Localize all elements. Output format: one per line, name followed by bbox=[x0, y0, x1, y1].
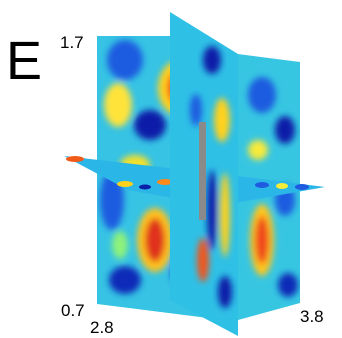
x-axis-left-label: 2.8 bbox=[90, 318, 114, 337]
x-axis-right-label: 3.8 bbox=[300, 307, 324, 326]
z-axis-top-label: 1.7 bbox=[60, 33, 84, 52]
panel-letter: E bbox=[6, 31, 43, 91]
z-axis-bottom-label: 0.7 bbox=[61, 301, 85, 320]
probe-rod bbox=[199, 122, 206, 220]
